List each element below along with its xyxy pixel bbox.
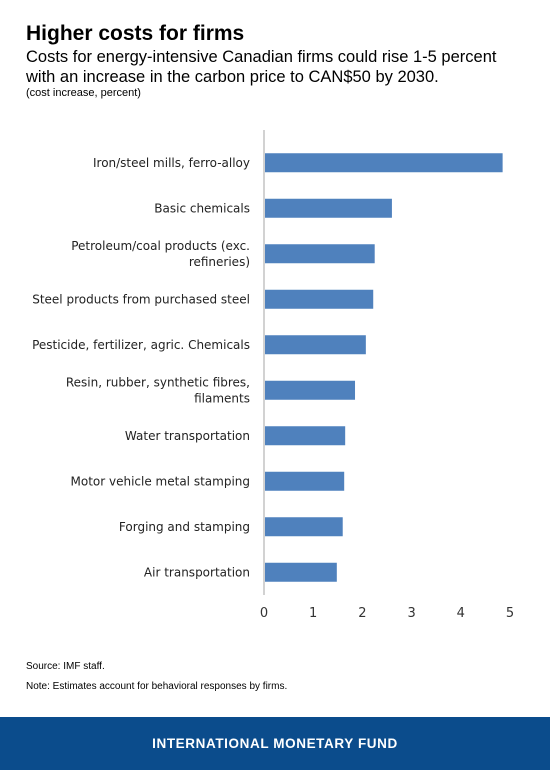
category-label-line: Pesticide, fertilizer, agric. Chemicals <box>32 337 250 351</box>
category-label: Motor vehicle metal stamping <box>71 474 251 488</box>
category-label-line: Petroleum/coal products (exc. <box>71 238 250 252</box>
x-tick-label: 0 <box>260 606 268 621</box>
category-label: Petroleum/coal products (exc. refineries) <box>71 238 250 268</box>
category-label: Pesticide, fertilizer, agric. Chemicals <box>32 337 250 351</box>
category-label-line: Iron/steel mills, ferro-alloy <box>93 155 250 169</box>
category-label: Steel products from purchased steel <box>32 292 250 306</box>
estimates-note: Note: Estimates account for behavioral r… <box>26 681 288 692</box>
category-label-line: Water transportation <box>125 428 250 442</box>
category-label-line: Motor vehicle metal stamping <box>71 474 251 488</box>
bar <box>265 153 503 173</box>
x-tick-label: 3 <box>407 606 415 621</box>
category-label-line: Basic chemicals <box>154 201 250 215</box>
category-label-line: refineries) <box>189 254 250 268</box>
x-tick-label: 2 <box>358 606 366 621</box>
category-label: Basic chemicals <box>154 201 250 215</box>
bar <box>265 380 356 400</box>
source-note: Source: IMF staff. <box>26 661 105 672</box>
bar <box>265 562 337 582</box>
imf-footer-banner: INTERNATIONAL MONETARY FUND <box>0 717 550 770</box>
category-label: Iron/steel mills, ferro-alloy <box>93 155 250 169</box>
x-tick-label: 4 <box>457 606 465 621</box>
category-label-line: Resin, rubber, synthetic fibres, <box>66 375 250 389</box>
bar-chart: Iron/steel mills, ferro-alloy Basic chemi… <box>32 130 514 621</box>
bar <box>265 244 375 264</box>
category-label: Forging and stamping <box>119 519 250 533</box>
bar <box>265 335 366 355</box>
category-label-line: Forging and stamping <box>119 519 250 533</box>
unit-note: (cost increase, percent) <box>26 87 141 99</box>
chart-title: Higher costs for firms <box>26 22 245 45</box>
category-label: Air transportation <box>144 565 250 579</box>
chart-subtitle: Costs for energy-intensive Canadian firm… <box>26 48 497 86</box>
x-tick-label: 1 <box>309 606 317 621</box>
category-label: Water transportation <box>125 428 250 442</box>
x-tick-label: 5 <box>506 606 514 621</box>
category-label-line: Steel products from purchased steel <box>32 292 250 306</box>
bar <box>265 426 346 446</box>
bar <box>265 471 345 491</box>
bar <box>265 517 343 537</box>
category-label-line: filaments <box>194 391 250 405</box>
bar <box>265 198 392 218</box>
category-label: Resin, rubber, synthetic fibres, filament… <box>66 375 250 405</box>
category-label-line: Air transportation <box>144 565 250 579</box>
bar <box>265 289 374 309</box>
